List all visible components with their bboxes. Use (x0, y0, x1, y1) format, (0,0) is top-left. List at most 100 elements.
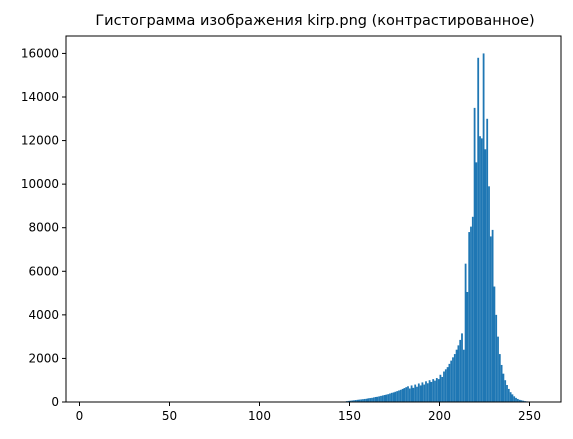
histogram-bar (368, 398, 370, 402)
histogram-bar (425, 381, 427, 402)
histogram-bar (373, 397, 375, 402)
y-tick-label: 2000 (28, 351, 59, 365)
histogram-bar (463, 350, 465, 402)
histogram-bar (490, 236, 492, 402)
x-tick-label: 100 (248, 409, 271, 423)
histogram-bar (497, 337, 499, 402)
histogram-bar (454, 354, 456, 402)
histogram-bar (400, 390, 402, 402)
histogram-bar (467, 292, 469, 402)
histogram-bar (393, 392, 395, 402)
histogram-bar (386, 395, 388, 402)
y-tick-label: 12000 (21, 134, 59, 148)
histogram-bar (416, 387, 418, 402)
x-tick-label: 0 (76, 409, 84, 423)
histogram-bar (378, 396, 380, 402)
histogram-bar (513, 396, 515, 402)
histogram-bar (494, 287, 496, 402)
histogram-bar (414, 385, 416, 402)
histogram-bar (409, 388, 411, 402)
histogram-bar (382, 395, 384, 402)
histogram-bar (384, 395, 386, 402)
histogram-bar (483, 53, 485, 402)
histogram-bar (474, 108, 476, 402)
histogram-bar (506, 385, 508, 402)
histogram-bar (427, 383, 429, 402)
histogram-bar (441, 377, 443, 402)
histogram-bar (402, 389, 404, 402)
x-tick-label: 50 (162, 409, 177, 423)
histogram-bar (395, 392, 397, 402)
histogram-bar (375, 397, 377, 402)
histogram-bar (465, 264, 467, 402)
histogram-bar (422, 382, 424, 402)
histogram-bar (405, 387, 407, 402)
y-tick-label: 6000 (28, 264, 59, 278)
histogram-bar (485, 149, 487, 402)
histogram-bar (495, 315, 497, 402)
y-tick-label: 16000 (21, 46, 59, 60)
histogram-bar (432, 379, 434, 402)
histogram-bar (434, 381, 436, 402)
histogram-bar (501, 365, 503, 402)
histogram-bar (447, 367, 449, 402)
histogram-bar (371, 398, 373, 402)
histogram-bar (461, 333, 463, 402)
histogram-bar (479, 136, 481, 402)
histogram-bar (398, 390, 400, 402)
y-axis: 0 2000 4000 6000 8000 10000 12000 14000 16000 (21, 46, 66, 409)
histogram-bar (452, 357, 454, 402)
histogram-bar (468, 232, 470, 402)
histogram-bar (396, 391, 398, 402)
histogram-bar (486, 119, 488, 402)
histogram-bar (411, 385, 413, 402)
histogram-bar (492, 230, 494, 402)
bars-layer (346, 53, 531, 402)
histogram-bar (512, 394, 514, 402)
histogram-bar (472, 217, 474, 402)
histogram-bar (440, 375, 442, 402)
histogram-bar (456, 350, 458, 402)
histogram-bar (431, 382, 433, 402)
histogram-bar (391, 393, 393, 402)
y-tick-label: 4000 (28, 308, 59, 322)
histogram-bar (443, 372, 445, 403)
histogram-bar (429, 380, 431, 402)
histogram-bar (436, 378, 438, 402)
histogram-bar (445, 369, 447, 402)
y-tick-label: 14000 (21, 90, 59, 104)
histogram-bar (404, 388, 406, 402)
chart-title: Гистограмма изображения kirp.png (контра… (95, 13, 534, 29)
histogram-bar (413, 388, 415, 402)
histogram-bar (481, 138, 483, 402)
y-tick-label: 10000 (21, 177, 59, 191)
histogram-bar (407, 386, 409, 402)
histogram-bar (420, 385, 422, 402)
histogram-bar (450, 361, 452, 402)
histogram-bar (470, 227, 472, 402)
y-tick-label: 0 (51, 395, 59, 409)
histogram-bar (369, 398, 371, 402)
histogram-bar (449, 364, 451, 402)
histogram-bar (389, 394, 391, 403)
histogram-bar (508, 389, 510, 402)
histogram-bar (476, 162, 478, 402)
histogram-bar (477, 58, 479, 402)
histogram-bar (499, 354, 501, 402)
histogram-bar (423, 385, 425, 402)
histogram-bar (380, 396, 382, 402)
histogram-bar (510, 392, 512, 402)
histogram-bar (418, 383, 420, 402)
histogram-bar (515, 398, 517, 402)
x-tick-label: 250 (518, 409, 541, 423)
histogram-bar (488, 186, 490, 402)
histogram-bar (503, 374, 505, 402)
histogram-bar (459, 340, 461, 402)
histogram-bar (387, 394, 389, 402)
histogram-bar (438, 379, 440, 402)
y-tick-label: 8000 (28, 221, 59, 235)
x-tick-label: 150 (338, 409, 361, 423)
histogram-bar (377, 397, 379, 402)
